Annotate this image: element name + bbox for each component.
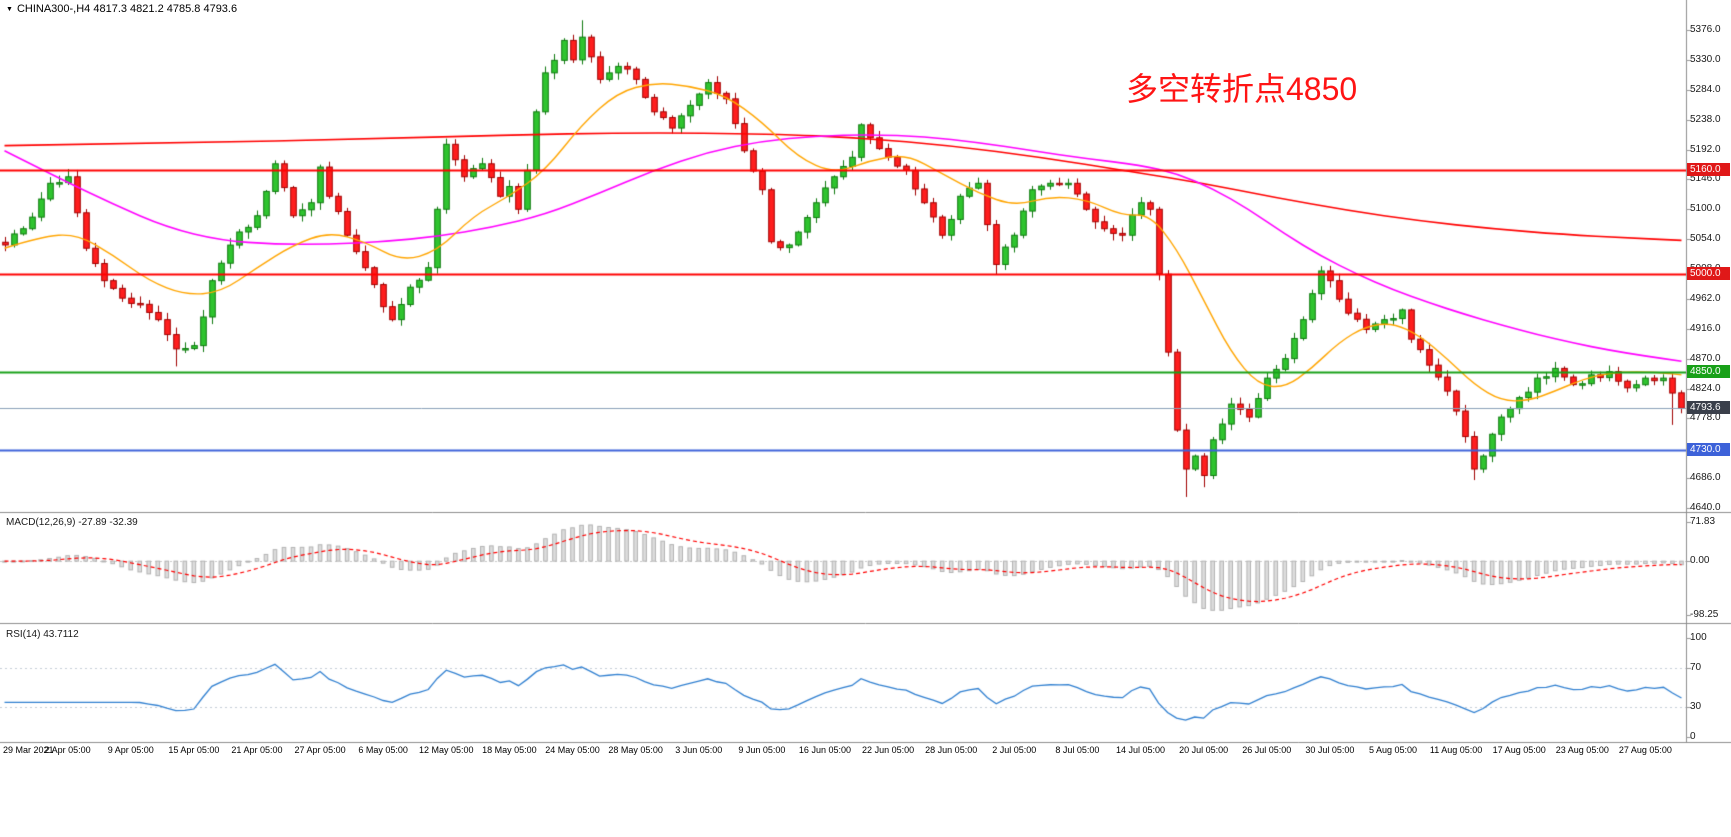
time-axis[interactable]: 29 Mar 2021 2 Apr 05:00 9 Apr 05:00 15 Apr …	[0, 742, 1731, 764]
time-axis-label: 23 Aug 05:00	[1555, 745, 1609, 755]
time-axis-label: 8 Jul 05:00	[1055, 745, 1100, 755]
rsi-indicator-label: RSI(14) 43.7112	[6, 629, 79, 640]
price-axis-tick: 4962.0	[1690, 293, 1721, 304]
time-axis-label: 6 May 05:00	[358, 745, 408, 755]
macd-name-label: MACD(12,26,9)	[6, 517, 76, 528]
rsi-panel[interactable]	[0, 624, 1686, 741]
price-axis-tick: 5376.0	[1690, 24, 1721, 35]
price-axis-tick: 5100.0	[1690, 203, 1721, 214]
time-axis-label: 5 Aug 05:00	[1368, 745, 1417, 755]
time-axis-label: 2 Jul 05:00	[992, 745, 1037, 755]
price-axis-tick: 4686.0	[1690, 472, 1721, 483]
rsi-name-label: RSI(14)	[6, 629, 41, 640]
price-axis-tick: 5238.0	[1690, 114, 1721, 125]
time-axis-label: 22 Jun 05:00	[862, 745, 915, 755]
time-axis-label: 28 May 05:00	[608, 745, 663, 755]
rsi-value-label: 43.7112	[43, 629, 79, 640]
price-panel[interactable]	[0, 0, 1686, 512]
hline-price-tag[interactable]: 5160.0	[1687, 163, 1730, 176]
price-axis-tick: 5054.0	[1690, 233, 1721, 244]
time-axis-label: 9 Apr 05:00	[107, 745, 154, 755]
price-axis[interactable]: 5376.0 5330.0 5284.0 5238.0 5192.0 5146.0 5100…	[1686, 0, 1731, 742]
macd-values-label: -27.89 -32.39	[78, 517, 138, 528]
price-axis-tick: 5284.0	[1690, 84, 1721, 95]
hline-price-tag[interactable]: 4850.0	[1687, 365, 1730, 378]
macd-indicator-label: MACD(12,26,9) -27.89 -32.39	[6, 517, 138, 528]
time-axis-label: 14 Jul 05:00	[1115, 745, 1166, 755]
price-axis-tick: 4640.0	[1690, 502, 1721, 513]
price-axis-tick: 5146.0	[1690, 173, 1721, 184]
price-axis-tick: 4916.0	[1690, 323, 1721, 334]
price-axis-tick: 5330.0	[1690, 54, 1721, 65]
symbol-header: ▼ CHINA300-,H4 4817.3 4821.2 4785.8 4793…	[6, 3, 237, 15]
annotation-text[interactable]: 多空转折点4850	[1126, 71, 1358, 107]
time-axis-label: 26 Jul 05:00	[1242, 745, 1292, 755]
time-axis-label: 12 May 05:00	[419, 745, 474, 755]
time-axis-label: 16 Jun 05:00	[798, 745, 851, 755]
time-axis-label: 17 Aug 05:00	[1492, 745, 1546, 755]
time-axis-label: 27 Apr 05:00	[294, 745, 346, 755]
symbol-dropdown-icon[interactable]: ▼	[6, 5, 13, 13]
macd-panel[interactable]	[0, 513, 1686, 623]
time-axis-label: 9 Jun 05:00	[738, 745, 786, 755]
price-axis-tick: 4824.0	[1690, 383, 1721, 394]
rsi-axis-tick: 30	[1690, 701, 1702, 712]
rsi-axis-tick: 0	[1690, 731, 1696, 742]
time-axis-label: 24 May 05:00	[545, 745, 600, 755]
time-axis-label: 3 Jun 05:00	[675, 745, 723, 755]
time-axis-label: 21 Apr 05:00	[231, 745, 283, 755]
time-axis-label: 2 Apr 05:00	[44, 745, 91, 755]
price-axis-tick: 5192.0	[1690, 144, 1721, 155]
rsi-axis-tick: 100	[1690, 632, 1707, 643]
time-axis-label: 15 Apr 05:00	[168, 745, 220, 755]
hline-price-tag[interactable]: 5000.0	[1687, 267, 1730, 280]
rsi-axis-tick: 70	[1690, 662, 1702, 673]
time-axis-label: 27 Aug 05:00	[1618, 745, 1672, 755]
price-axis-tick: 4870.0	[1690, 353, 1721, 364]
time-axis-label: 18 May 05:00	[482, 745, 537, 755]
macd-axis-tick: -98.25	[1690, 609, 1719, 620]
time-axis-label: 30 Jul 05:00	[1305, 745, 1355, 755]
time-axis-label: 11 Aug 05:00	[1429, 745, 1483, 755]
price-axis-tick: 4778.0	[1690, 412, 1721, 423]
time-axis-label: 20 Jul 05:00	[1179, 745, 1229, 755]
time-axis-label: 29 Mar 2021	[3, 745, 54, 755]
time-axis-label: 28 Jun 05:00	[925, 745, 978, 755]
current-price-tag: 4793.6	[1687, 401, 1730, 414]
symbol-ohlc-label: CHINA300-,H4 4817.3 4821.2 4785.8 4793.6	[16, 3, 238, 15]
macd-axis-tick: 0.00	[1690, 555, 1710, 566]
hline-price-tag[interactable]: 4730.0	[1687, 443, 1730, 456]
macd-axis-tick: 71.83	[1690, 516, 1716, 527]
